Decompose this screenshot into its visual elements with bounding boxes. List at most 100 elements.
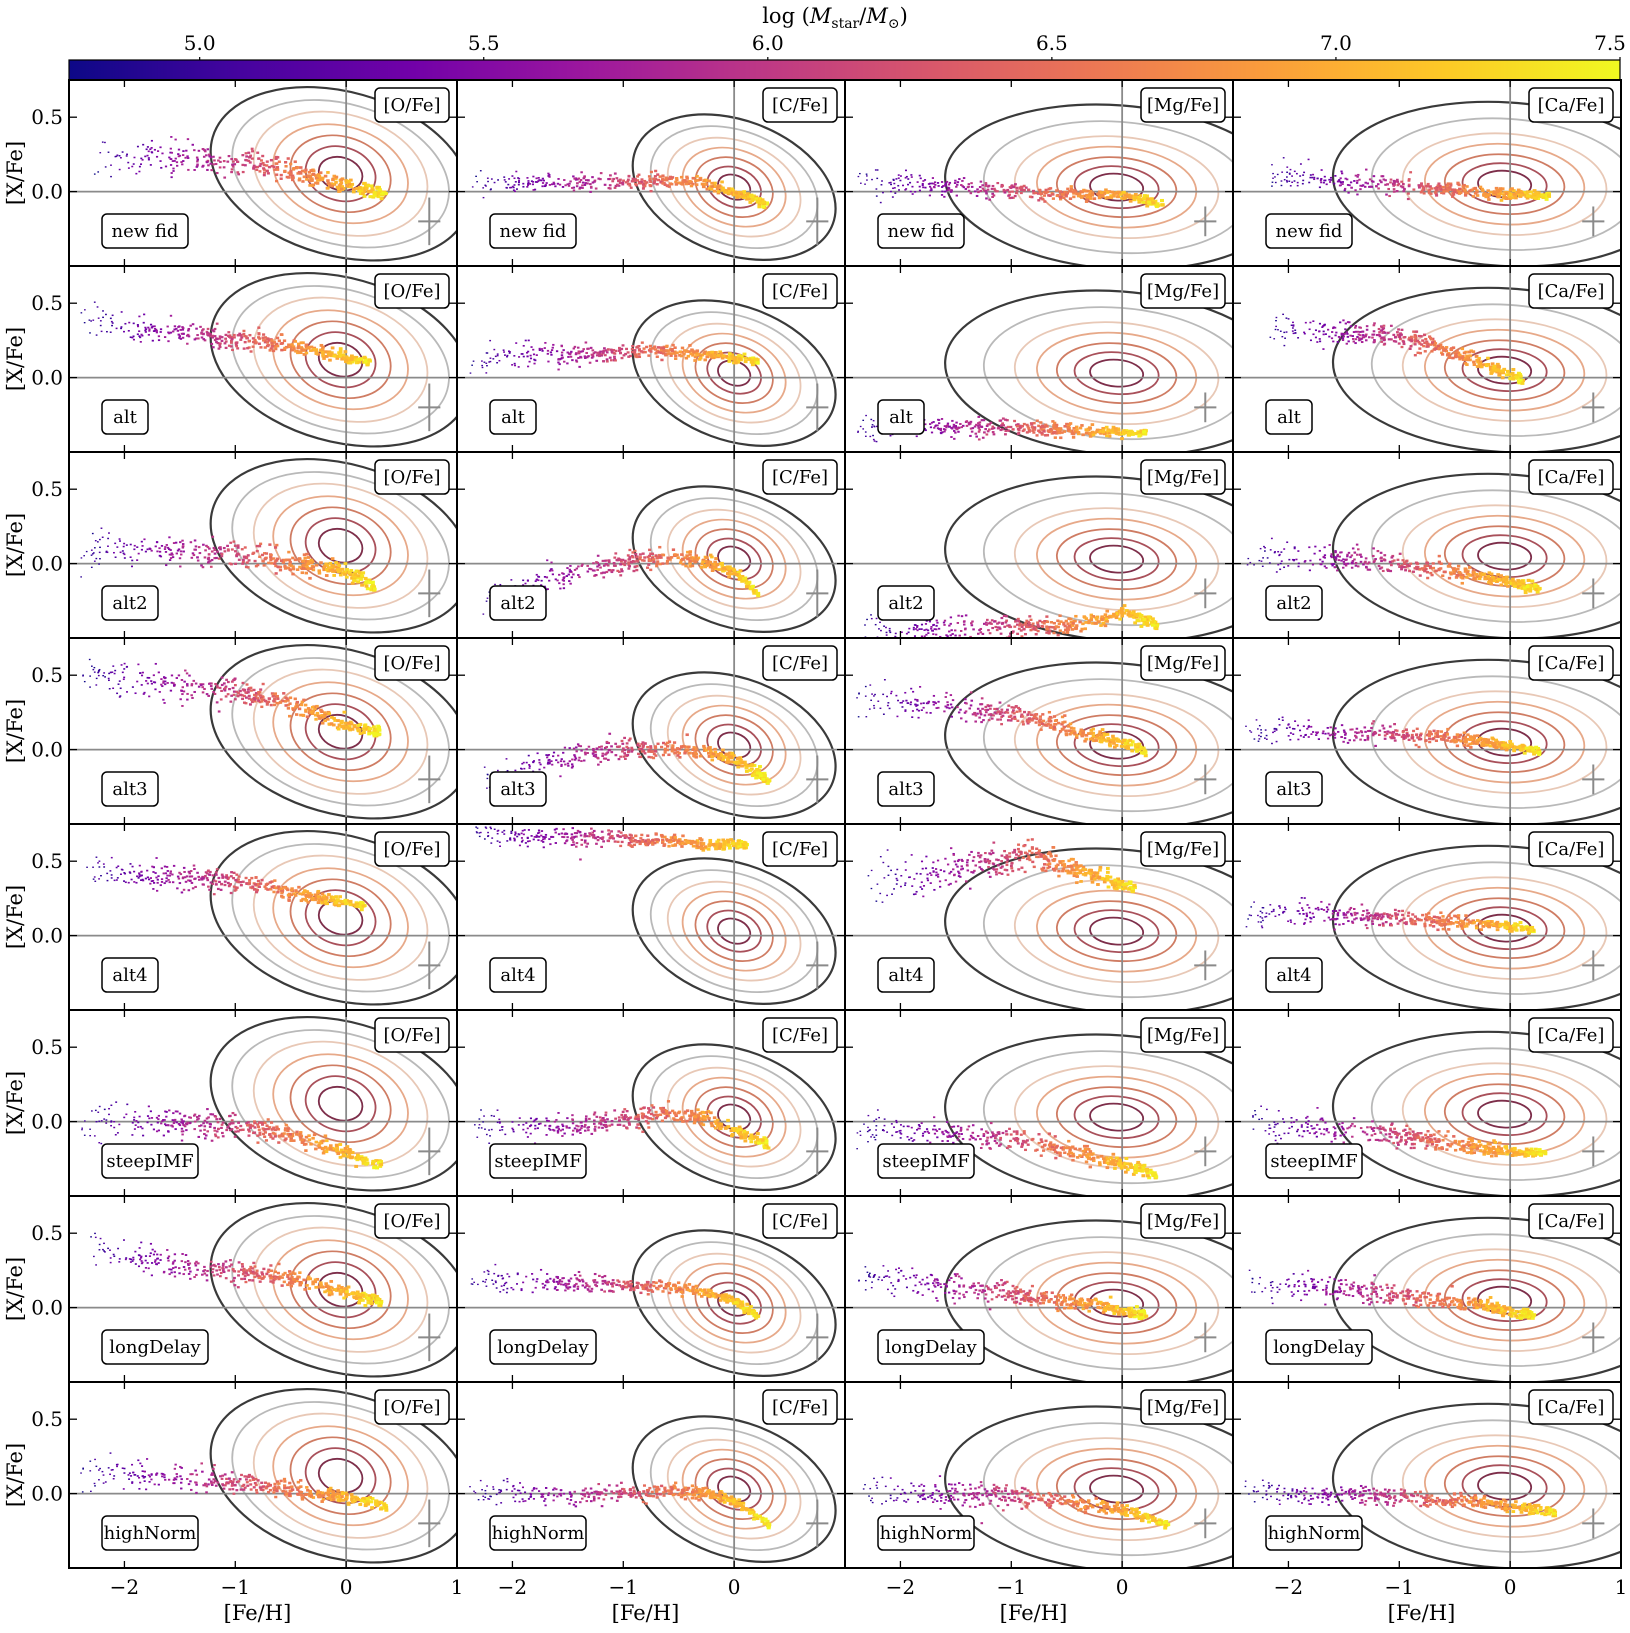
star-particle xyxy=(930,189,933,191)
star-particle xyxy=(339,181,344,185)
star-particle xyxy=(1046,190,1050,194)
star-particle xyxy=(1051,420,1055,423)
star-particle xyxy=(607,569,611,572)
panel-alt-O: [O/Fe]alt xyxy=(68,265,458,453)
star-particle xyxy=(634,184,638,187)
star-particle xyxy=(639,180,643,184)
star-particle xyxy=(876,169,879,171)
star-particle xyxy=(1074,425,1079,429)
star-particle xyxy=(1079,629,1083,633)
star-particle xyxy=(1356,330,1360,333)
star-particle xyxy=(1308,546,1311,549)
star-particle xyxy=(499,583,502,586)
star-particle xyxy=(1350,554,1354,557)
star-particle xyxy=(1373,559,1376,562)
star-particle xyxy=(645,345,649,349)
star-particle xyxy=(572,347,576,350)
star-particle xyxy=(1452,567,1456,570)
star-particle xyxy=(1058,190,1063,193)
star-particle xyxy=(572,175,575,178)
star-particle xyxy=(1066,622,1070,626)
star-particle xyxy=(561,579,565,581)
star-particle xyxy=(572,189,576,192)
star-particle xyxy=(693,351,698,354)
star-particle xyxy=(485,362,488,365)
star-particle xyxy=(314,563,319,567)
star-particle xyxy=(570,576,574,579)
star-particle xyxy=(1378,567,1382,570)
star-particle xyxy=(262,168,266,171)
star-particle xyxy=(176,329,180,332)
star-particle xyxy=(211,336,215,339)
star-particle xyxy=(107,677,110,680)
star-particle xyxy=(481,364,484,367)
star-particle xyxy=(179,541,182,544)
star-particle xyxy=(1392,333,1396,337)
observed-contour xyxy=(1055,156,1178,219)
star-particle xyxy=(364,186,369,190)
star-particle xyxy=(613,355,616,358)
star-particle xyxy=(1297,562,1300,565)
star-particle xyxy=(115,155,118,158)
star-particle xyxy=(1092,431,1097,435)
star-particle xyxy=(1403,187,1406,191)
star-particle xyxy=(168,559,172,562)
star-particle xyxy=(560,345,563,348)
star-particle xyxy=(1114,428,1118,432)
star-particle xyxy=(633,349,637,352)
star-particle xyxy=(1272,177,1274,179)
star-particle xyxy=(643,182,647,185)
star-particle xyxy=(533,362,536,365)
star-particle xyxy=(1487,198,1491,201)
star-particle xyxy=(535,177,538,180)
star-particle xyxy=(1339,177,1342,180)
star-particle xyxy=(534,181,538,183)
star-particle xyxy=(260,695,264,698)
colorbar-tick-label: 6.5 xyxy=(1036,31,1068,55)
star-particle xyxy=(104,166,107,168)
star-particle xyxy=(628,548,632,552)
star-particle xyxy=(1009,186,1013,190)
star-particle xyxy=(935,633,938,636)
star-particle xyxy=(1349,334,1352,337)
star-particle xyxy=(1472,360,1476,364)
star-particle xyxy=(1062,623,1066,626)
star-particle xyxy=(1520,579,1525,584)
star-particle xyxy=(191,323,195,326)
star-particle xyxy=(1052,427,1056,430)
star-particle xyxy=(580,171,583,174)
star-particle xyxy=(317,571,322,575)
star-particle xyxy=(618,348,622,351)
star-particle xyxy=(1465,570,1470,574)
star-particle xyxy=(1541,195,1546,199)
star-particle xyxy=(1435,345,1439,348)
star-particle xyxy=(1511,374,1516,378)
star-particle xyxy=(147,157,150,159)
star-particle xyxy=(237,173,241,176)
star-particle xyxy=(605,360,609,363)
star-particle xyxy=(318,171,323,175)
star-particle xyxy=(1533,585,1538,589)
star-particle xyxy=(601,559,605,562)
star-particle xyxy=(1049,625,1053,629)
star-particle xyxy=(1045,433,1050,437)
star-particle xyxy=(308,184,312,187)
star-particle xyxy=(1402,340,1406,344)
star-particle xyxy=(277,339,281,343)
star-particle xyxy=(737,353,742,357)
star-particle xyxy=(357,189,362,193)
star-particle xyxy=(160,166,163,169)
star-particle xyxy=(1044,434,1048,437)
star-particle xyxy=(953,437,956,440)
star-particle xyxy=(1318,322,1322,325)
star-particle xyxy=(1492,364,1497,368)
star-particle xyxy=(1114,616,1119,620)
star-particle xyxy=(111,314,114,317)
star-particle xyxy=(1040,433,1044,436)
star-particle xyxy=(127,161,130,164)
star-particle xyxy=(1407,179,1411,182)
star-particle xyxy=(1380,329,1384,332)
star-particle xyxy=(231,163,234,166)
star-particle xyxy=(1426,342,1430,346)
star-particle xyxy=(1063,624,1067,628)
